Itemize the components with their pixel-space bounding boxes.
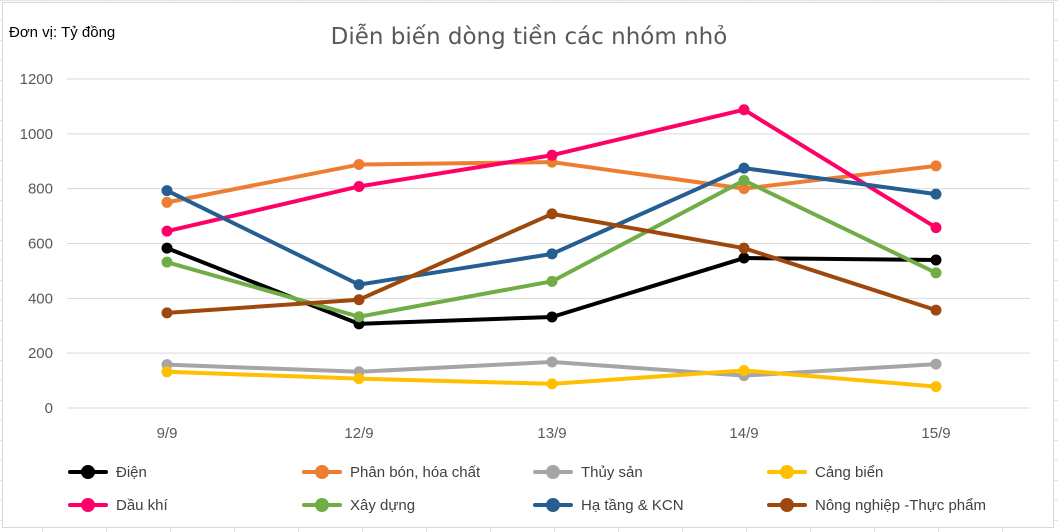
- y-tick-label: 1000: [20, 126, 53, 143]
- data-point: [353, 180, 365, 192]
- data-point: [353, 311, 365, 323]
- data-point: [353, 294, 365, 306]
- legend-item: Điện: [66, 458, 147, 486]
- legend-swatch: [765, 465, 809, 479]
- legend-swatch: [531, 498, 575, 512]
- data-point: [738, 252, 750, 264]
- y-tick-label: 400: [28, 290, 53, 307]
- legend-swatch-dot: [546, 465, 560, 479]
- legend-swatch: [300, 465, 344, 479]
- legend-swatch-dot: [546, 498, 560, 512]
- data-point: [161, 225, 173, 237]
- chart-title-text: Diễn biến dòng tiền các nhóm nhỏ: [330, 24, 728, 50]
- legend-label: Thủy sản: [581, 463, 643, 481]
- data-point: [353, 159, 365, 171]
- legend-item: Cảng biển: [765, 458, 883, 486]
- chart-title: Diễn biến dòng tiền các nhóm nhỏ: [0, 24, 1058, 50]
- data-point: [738, 162, 750, 174]
- legend-swatch-dot: [81, 498, 95, 512]
- data-point: [930, 267, 942, 279]
- legend-swatch: [300, 498, 344, 512]
- legend-item: Xây dựng: [300, 491, 415, 519]
- legend-label: Cảng biển: [815, 463, 884, 481]
- legend-item: Phân bón, hóa chất: [300, 458, 480, 486]
- data-point: [161, 256, 173, 268]
- x-tick-label: 9/9: [157, 425, 178, 442]
- legend-label: Phân bón, hóa chất: [350, 463, 481, 481]
- legend: Điện Phân bón, hóa chất Thủy sản Cảng biển D…: [66, 456, 1056, 526]
- legend-label: Xây dựng: [350, 496, 416, 514]
- data-point: [546, 275, 558, 287]
- legend-item: Nông nghiệp -Thực phẩm: [765, 491, 986, 519]
- legend-item: Dầu khí: [66, 491, 168, 519]
- y-tick-label: 200: [28, 345, 53, 362]
- data-point: [738, 174, 750, 186]
- legend-label: Nông nghiệp -Thực phẩm: [815, 496, 986, 514]
- unit-label: Đơn vị: Tỷ đồng: [9, 24, 116, 41]
- data-point: [546, 208, 558, 220]
- x-tick-label: 12/9: [344, 425, 373, 442]
- data-point: [738, 242, 750, 254]
- data-point: [930, 358, 942, 370]
- data-point: [161, 307, 173, 319]
- legend-swatch: [531, 465, 575, 479]
- y-tick-label: 0: [45, 400, 53, 417]
- data-point: [546, 248, 558, 260]
- data-point: [546, 149, 558, 161]
- series-line: [165, 166, 938, 287]
- legend-swatch-dot: [315, 498, 329, 512]
- data-point: [161, 196, 173, 208]
- legend-swatch: [66, 498, 110, 512]
- legend-swatch-dot: [780, 498, 794, 512]
- y-tick-label: 600: [28, 236, 53, 253]
- legend-label: Hạ tầng & KCN: [581, 496, 684, 514]
- y-tick-label: 800: [28, 181, 53, 198]
- data-point: [161, 242, 173, 254]
- legend-swatch: [66, 465, 110, 479]
- series-line: [165, 160, 938, 205]
- data-point: [546, 356, 558, 368]
- legend-item: Hạ tầng & KCN: [531, 491, 684, 519]
- data-point: [738, 364, 750, 376]
- legend-item: Thủy sản: [531, 458, 643, 486]
- data-point: [161, 366, 173, 378]
- legend-swatch-dot: [315, 465, 329, 479]
- data-point: [930, 160, 942, 172]
- data-point: [546, 378, 558, 390]
- data-point: [930, 188, 942, 200]
- data-point: [930, 222, 942, 234]
- data-point: [353, 373, 365, 385]
- legend-label: Dầu khí: [116, 496, 168, 514]
- legend-label: Điện: [116, 463, 147, 481]
- data-point: [161, 185, 173, 197]
- data-point: [546, 311, 558, 323]
- data-point: [930, 304, 942, 316]
- data-point: [353, 279, 365, 291]
- y-tick-label: 1200: [20, 71, 53, 88]
- legend-swatch: [765, 498, 809, 512]
- x-tick-label: 14/9: [729, 425, 758, 442]
- data-point: [738, 104, 750, 116]
- data-point: [930, 254, 942, 266]
- data-point: [738, 183, 750, 195]
- legend-swatch-dot: [780, 465, 794, 479]
- legend-swatch-dot: [81, 465, 95, 479]
- data-point: [930, 381, 942, 393]
- x-tick-label: 15/9: [921, 425, 950, 442]
- x-tick-label: 13/9: [537, 425, 566, 442]
